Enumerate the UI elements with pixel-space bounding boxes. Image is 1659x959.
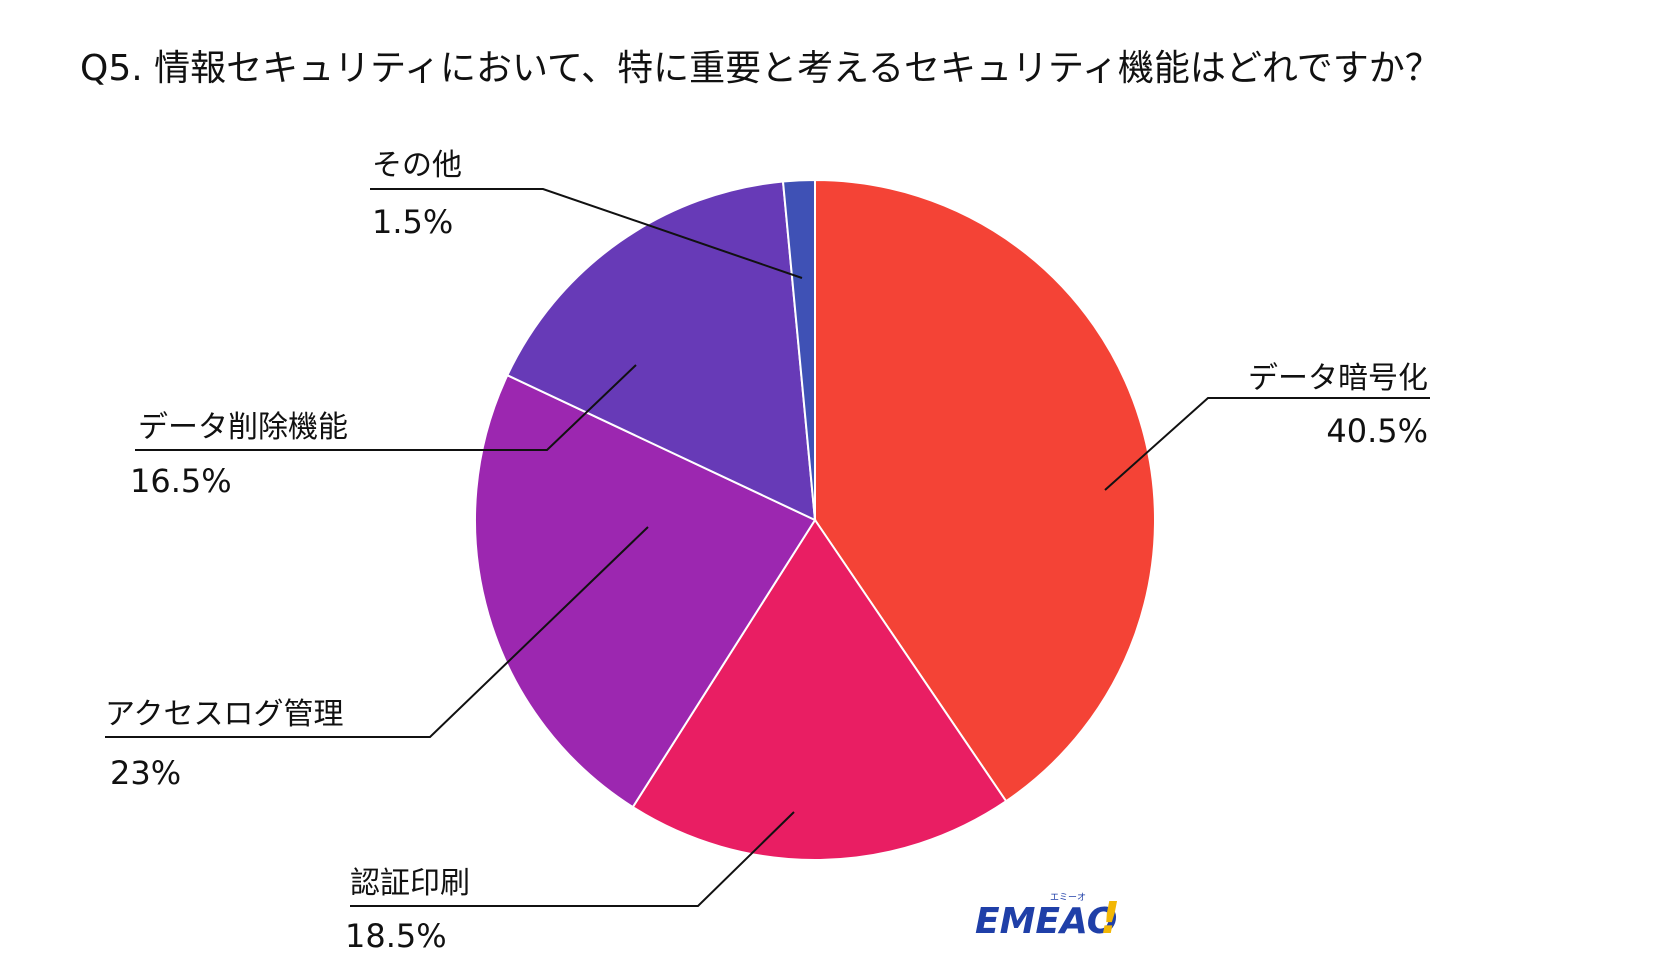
pie-slice-2 (631, 518, 1008, 861)
chart-title: Q5. 情報セキュリティにおいて、特に重要と考えるセキュリティ機能はどれですか？ (80, 48, 1441, 89)
slice-value-1: 40.5% (1326, 412, 1428, 450)
logo-reading: エミーオ (1050, 892, 1086, 903)
pie-slices (474, 178, 1156, 861)
slice-labels: データ暗号化 40.5% 認証印刷 18.5% アクセスログ管理 23% データ削除機能 16… (105, 148, 1428, 955)
slice-label-3: アクセスログ管理 (105, 697, 344, 732)
slice-label-5: その他 (372, 148, 462, 183)
slice-label-1: データ暗号化 (1248, 361, 1428, 396)
slice-value-5: 1.5% (372, 203, 453, 241)
slice-label-2: 認証印刷 (350, 866, 470, 901)
emeao-logo: エミーオ EMEAO ! (975, 892, 1120, 944)
leader-lines (105, 188, 1430, 907)
pie-slice-5 (781, 178, 816, 521)
slice-value-4: 16.5% (130, 462, 232, 500)
slice-value-2: 18.5% (345, 917, 447, 955)
pie-slice-3 (474, 373, 817, 809)
logo-text: EMEAO (975, 901, 1117, 942)
leader-line-2 (350, 811, 795, 907)
slice-value-3: 23% (110, 754, 181, 792)
leader-line-3 (105, 526, 649, 738)
pie-slice-4 (506, 180, 817, 522)
leader-line-5 (370, 188, 803, 279)
leader-line-4 (135, 364, 637, 451)
logo-mark: ! (1100, 893, 1120, 944)
leader-line-1 (1104, 397, 1430, 491)
slice-label-4: データ削除機能 (138, 410, 348, 445)
pie-slice-1 (814, 178, 1156, 803)
